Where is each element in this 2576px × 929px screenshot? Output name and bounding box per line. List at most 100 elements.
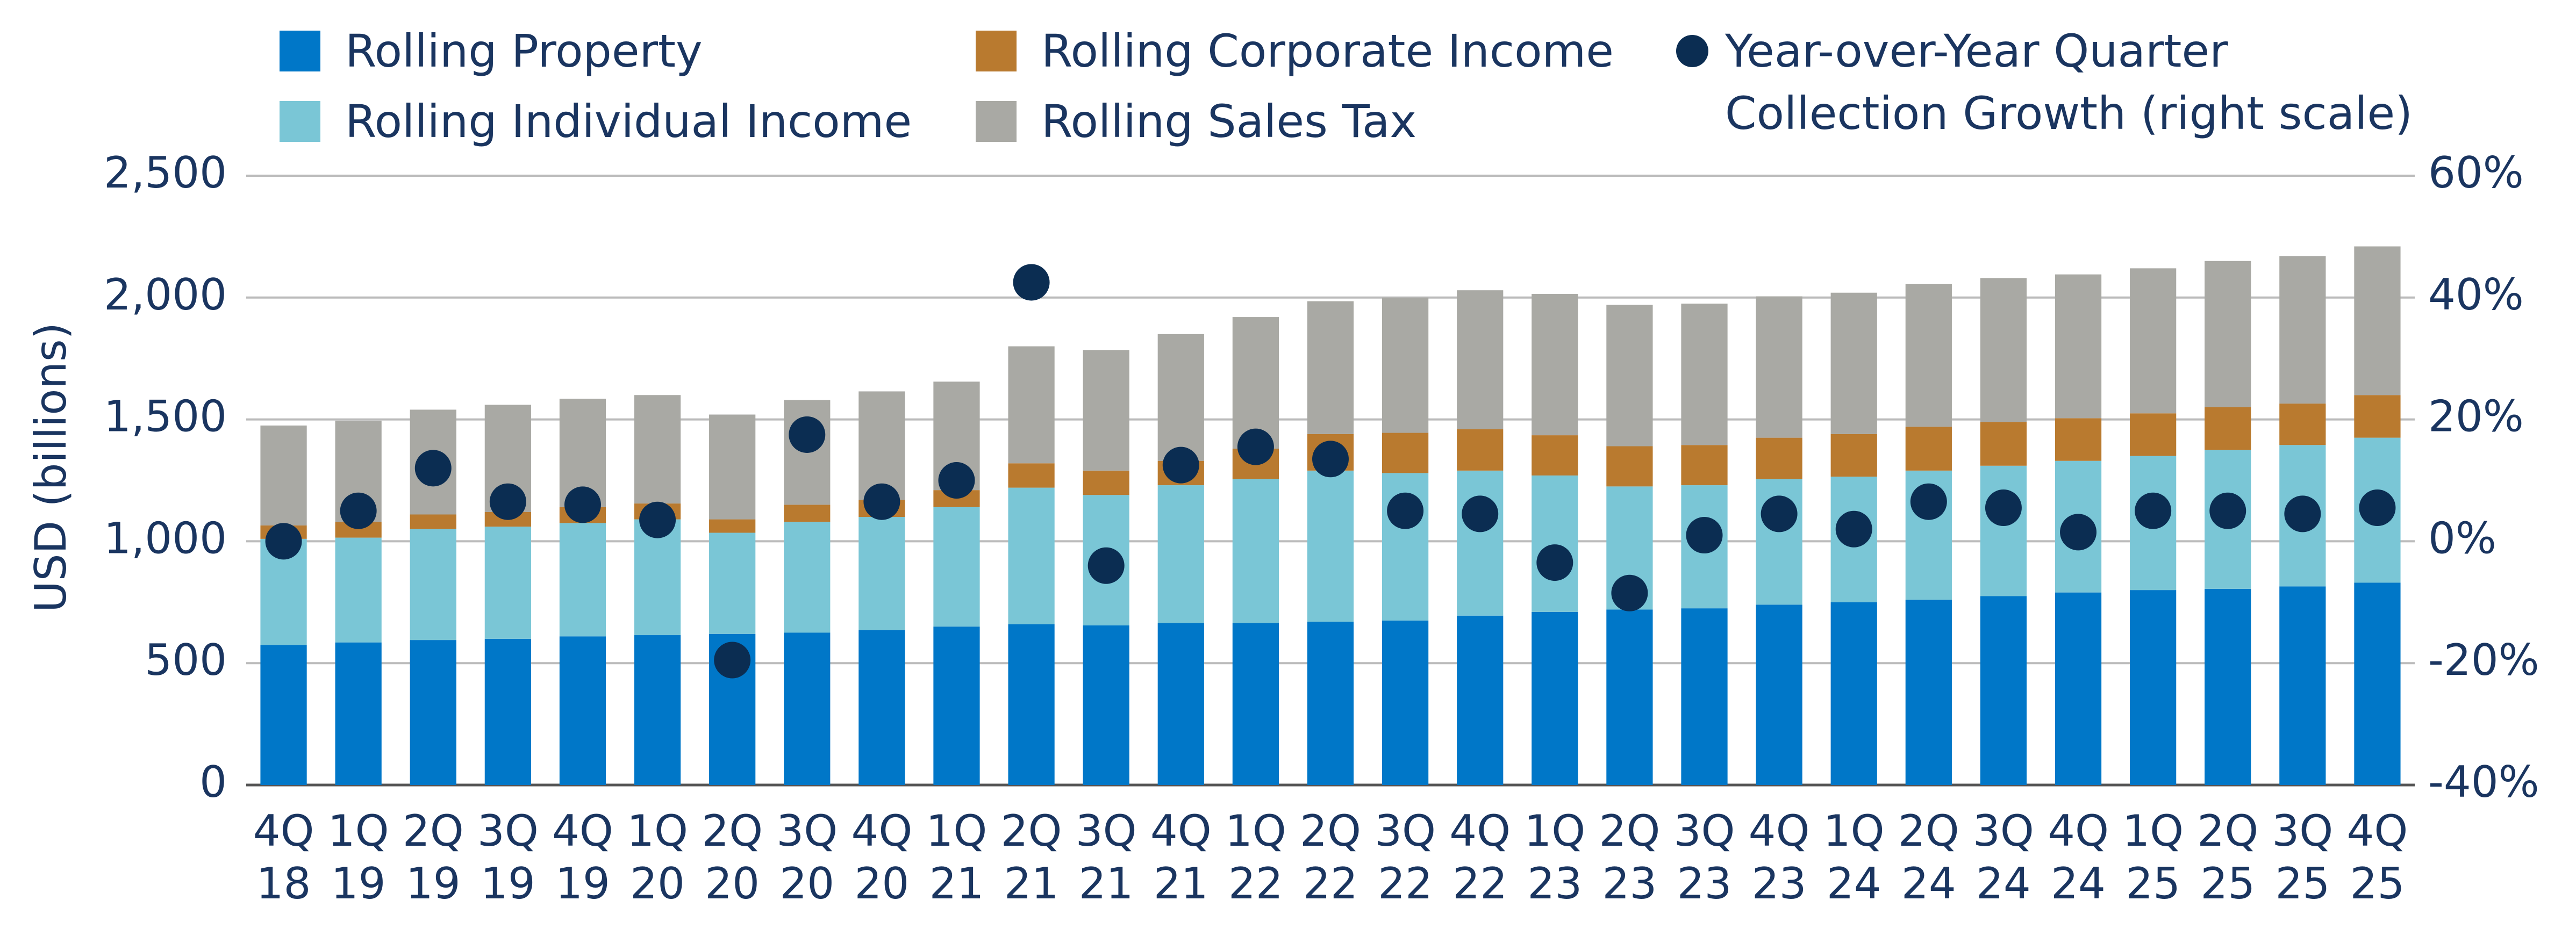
bar-segment xyxy=(1083,470,1129,495)
y2-tick-label: 20% xyxy=(2428,392,2524,442)
bar-segment xyxy=(858,630,905,785)
bar-segment xyxy=(634,519,681,636)
bar-segment xyxy=(1382,297,1429,433)
growth-dot xyxy=(1910,483,1947,520)
bar-segment xyxy=(1756,296,1802,438)
x-tick-label: 1Q xyxy=(1225,806,1286,856)
bar-segment xyxy=(260,645,307,785)
x-tick-label: 3Q xyxy=(1674,806,1735,856)
bar-segment xyxy=(1232,623,1279,785)
x-tick-label: 21 xyxy=(1079,859,1134,909)
legend-label: Rolling Sales Tax xyxy=(1041,95,1417,148)
x-tick-label: 19 xyxy=(331,859,386,909)
x-tick-label: 20 xyxy=(705,859,760,909)
x-tick-label: 3Q xyxy=(776,806,838,856)
bar-segment xyxy=(2279,404,2326,445)
growth-dot xyxy=(789,416,826,453)
bar-segment xyxy=(2130,590,2177,785)
growth-dot xyxy=(2060,514,2097,551)
bar-segment xyxy=(784,632,831,785)
bar-segment xyxy=(1905,427,1952,471)
x-tick-label: 23 xyxy=(1752,859,1807,909)
x-tick-label: 4Q xyxy=(2347,806,2408,856)
bar-segment xyxy=(1532,475,1578,612)
bar-segment xyxy=(1830,602,1877,785)
growth-dot xyxy=(1387,492,1424,529)
growth-dot xyxy=(340,492,377,529)
bar-segment xyxy=(634,395,681,504)
bar-segment xyxy=(858,517,905,630)
growth-dot xyxy=(1162,447,1199,484)
legend-marker xyxy=(976,31,1017,71)
x-tick-label: 1Q xyxy=(1823,806,1885,856)
x-tick-label: 3Q xyxy=(477,806,539,856)
bar-segment xyxy=(559,523,606,637)
bar-segment xyxy=(1382,620,1429,785)
growth-dot xyxy=(1013,264,1050,301)
bar-segment xyxy=(1532,611,1578,785)
bar-segment xyxy=(1083,625,1129,785)
y-tick-label: 1,500 xyxy=(104,392,227,442)
legend-label: Year-over-Year Quarter Collection Growth… xyxy=(1725,25,2413,140)
bar-segment xyxy=(1532,293,1578,436)
y-tick-label: 1,000 xyxy=(104,513,227,563)
bar-segment xyxy=(1756,437,1802,479)
x-tick-label: 3Q xyxy=(2272,806,2333,856)
bar-segment xyxy=(1157,334,1204,461)
y-tick-label: 2,500 xyxy=(104,148,227,198)
y2-tick-label: 40% xyxy=(2428,270,2524,320)
bar-segment xyxy=(709,414,756,520)
y-tick-label: 500 xyxy=(145,635,227,685)
y2-tick-label: 0% xyxy=(2428,513,2496,563)
bar-segment xyxy=(410,514,456,529)
x-tick-label: 2Q xyxy=(1599,806,1660,856)
legend-label: Rolling Corporate Income xyxy=(1041,25,1614,77)
growth-dot xyxy=(2135,492,2172,529)
bar-segment xyxy=(1307,470,1354,622)
legend-marker xyxy=(1676,35,1708,67)
growth-dot xyxy=(1237,428,1274,465)
y-axis-title: USD (billions) xyxy=(26,322,76,613)
x-tick-label: 4Q xyxy=(253,806,314,856)
bar-segment xyxy=(1008,346,1055,464)
x-tick-label: 2Q xyxy=(1898,806,1959,856)
bar-segment xyxy=(1457,470,1504,616)
bar-segment xyxy=(2055,274,2102,419)
x-tick-label: 1Q xyxy=(627,806,688,856)
x-tick-label: 24 xyxy=(1976,859,2031,909)
bar-segment xyxy=(1606,609,1653,785)
bar-segment xyxy=(858,391,905,500)
growth-dot xyxy=(265,523,302,560)
bar-segment xyxy=(1830,434,1877,477)
growth-dot xyxy=(489,483,526,520)
bar-segment xyxy=(410,640,456,785)
x-tick-label: 25 xyxy=(2350,859,2405,909)
legend-marker xyxy=(976,101,1017,142)
x-tick-label: 3Q xyxy=(1076,806,1137,856)
x-tick-label: 2Q xyxy=(2197,806,2258,856)
bar-segment xyxy=(2130,268,2177,414)
x-tick-label: 1Q xyxy=(328,806,389,856)
x-tick-label: 4Q xyxy=(1150,806,1212,856)
bar-segment xyxy=(1457,429,1504,471)
bar-segment xyxy=(2205,407,2251,450)
bar-segment xyxy=(1232,479,1279,623)
x-tick-label: 21 xyxy=(1004,859,1059,909)
x-tick-label: 24 xyxy=(2051,859,2106,909)
x-tick-label: 23 xyxy=(1527,859,1582,909)
growth-dot xyxy=(863,483,900,520)
x-tick-label: 2Q xyxy=(403,806,464,856)
x-tick-label: 22 xyxy=(1378,859,1433,909)
bar-segment xyxy=(1532,435,1578,476)
y2-tick-label: -20% xyxy=(2428,635,2539,685)
growth-dot xyxy=(1087,547,1125,584)
growth-dot xyxy=(1686,517,1723,554)
x-tick-label: 1Q xyxy=(926,806,988,856)
bar-segment xyxy=(1008,463,1055,488)
x-tick-label: 19 xyxy=(555,859,610,909)
x-tick-label: 1Q xyxy=(2122,806,2184,856)
bar-segment xyxy=(1457,290,1504,429)
x-tick-label: 25 xyxy=(2200,859,2255,909)
